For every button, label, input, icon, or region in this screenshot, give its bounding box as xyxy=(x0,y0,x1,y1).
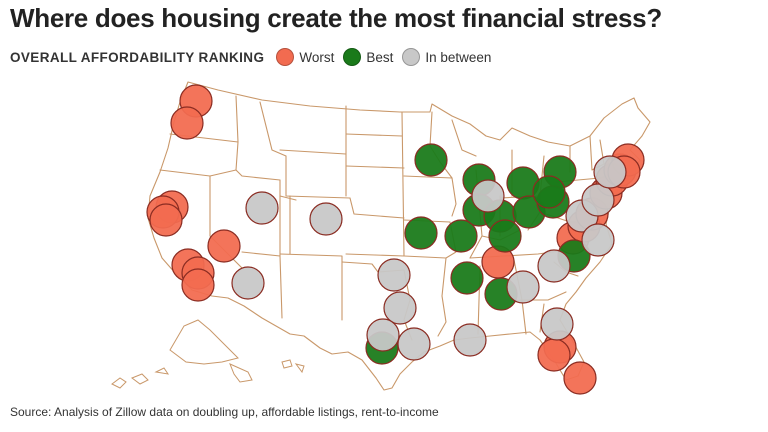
marker-in-between xyxy=(593,155,627,189)
border-line xyxy=(279,255,283,319)
marker-best xyxy=(488,219,522,253)
marker-in-between xyxy=(309,202,343,236)
marker-in-between xyxy=(453,323,487,357)
marker-best xyxy=(450,261,484,295)
border-line xyxy=(403,255,447,337)
legend-swatch-in-between xyxy=(402,48,421,66)
border-line xyxy=(285,155,351,199)
border-line xyxy=(345,253,405,257)
border-line xyxy=(401,111,405,257)
island-outline xyxy=(154,367,170,375)
marker-in-between xyxy=(245,191,279,225)
border-line xyxy=(279,149,347,155)
marker-in-between xyxy=(506,270,540,304)
legend-label-best: Best xyxy=(366,49,394,65)
marker-in-between xyxy=(397,327,431,361)
island-outline xyxy=(294,363,305,374)
island-outline xyxy=(111,377,127,389)
marker-in-between xyxy=(581,223,615,257)
marker-worst xyxy=(537,338,571,372)
legend-label-worst: Worst xyxy=(299,49,335,65)
border-line xyxy=(279,253,343,321)
island-outline xyxy=(169,319,239,365)
marker-in-between xyxy=(366,318,400,352)
marker-worst xyxy=(170,106,204,140)
marker-in-between xyxy=(231,266,265,300)
marker-in-between xyxy=(537,249,571,283)
border-line xyxy=(345,133,403,137)
marker-in-between xyxy=(540,307,574,341)
island-outline xyxy=(281,359,293,369)
marker-in-between xyxy=(383,291,417,325)
marker-worst xyxy=(207,229,241,263)
chart-title: Where does housing create the most finan… xyxy=(10,3,662,33)
coastline-islands xyxy=(111,319,305,389)
border-line xyxy=(349,197,405,219)
island-outline xyxy=(229,363,253,383)
marker-in-between xyxy=(377,258,411,292)
marker-best xyxy=(444,219,478,253)
marker-worst xyxy=(563,361,597,395)
legend-swatch-worst xyxy=(276,48,295,66)
marker-in-between xyxy=(581,183,615,217)
marker-worst xyxy=(181,268,215,302)
marker-in-between xyxy=(471,179,505,213)
legend: OVERALL AFFORDABILITY RANKING Worst Best… xyxy=(10,46,500,68)
legend-swatch-best xyxy=(343,48,362,66)
source-note: Source: Analysis of Zillow data on doubl… xyxy=(10,405,439,419)
border-line xyxy=(259,101,287,157)
marker-best xyxy=(532,175,566,209)
border-line xyxy=(235,95,239,171)
legend-item-in-between: In between xyxy=(402,48,491,66)
legend-item-worst: Worst xyxy=(276,48,334,66)
border-line xyxy=(209,169,281,181)
island-outline xyxy=(130,373,149,385)
marker-worst xyxy=(149,203,183,237)
legend-item-best: Best xyxy=(343,48,393,66)
border-line xyxy=(403,175,457,217)
city-markers xyxy=(146,84,645,395)
marker-best xyxy=(414,143,448,177)
border-line xyxy=(345,165,405,169)
border-line xyxy=(279,195,297,201)
legend-label-in-between: In between xyxy=(425,49,492,65)
marker-best xyxy=(404,216,438,250)
legend-heading: OVERALL AFFORDABILITY RANKING xyxy=(10,49,265,65)
border-line xyxy=(451,119,477,157)
